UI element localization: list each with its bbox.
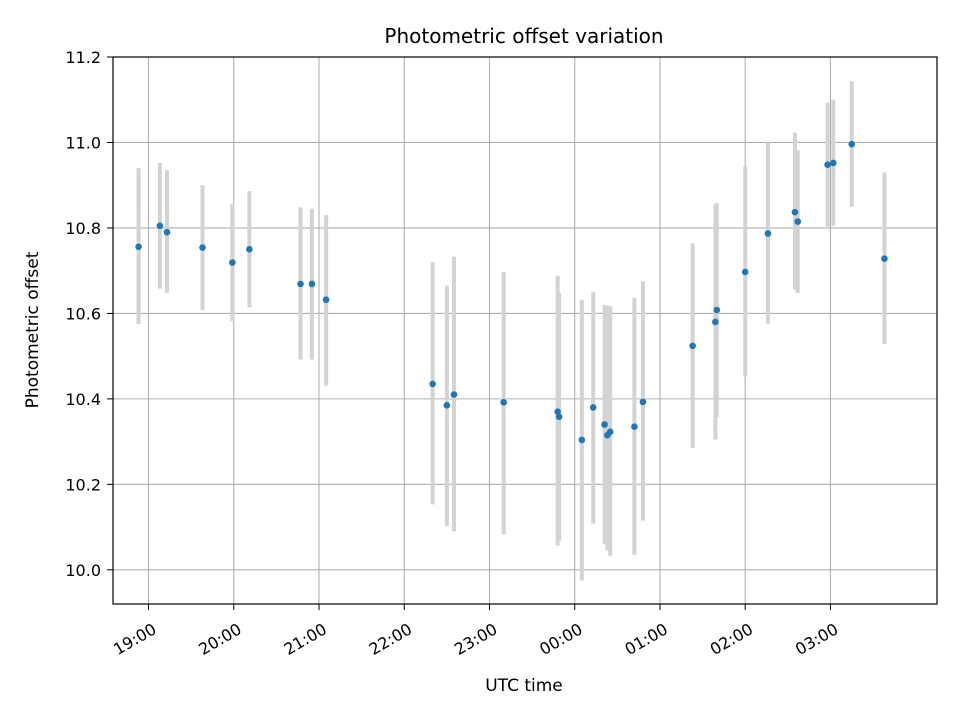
data-point bbox=[712, 318, 719, 326]
y-tick-label: 11.0 bbox=[65, 133, 101, 152]
data-point bbox=[229, 259, 236, 266]
data-point bbox=[791, 208, 799, 216]
data-point bbox=[156, 222, 164, 230]
data-point bbox=[848, 140, 856, 148]
data-point bbox=[639, 398, 647, 406]
plot-frame bbox=[112, 56, 938, 605]
data-point bbox=[824, 161, 831, 168]
data-point bbox=[429, 380, 436, 388]
data-point bbox=[881, 255, 888, 263]
data-point bbox=[246, 246, 253, 253]
data-point bbox=[829, 159, 837, 167]
y-tick-label: 10.2 bbox=[65, 475, 101, 494]
data-point bbox=[713, 306, 721, 314]
data-point bbox=[764, 230, 772, 237]
y-tick-label: 10.6 bbox=[65, 304, 101, 323]
data-point bbox=[589, 404, 597, 411]
data-point bbox=[163, 228, 171, 236]
y-tick-label: 10.8 bbox=[65, 219, 101, 238]
data-point bbox=[443, 401, 451, 409]
data-point bbox=[554, 408, 561, 415]
data-point bbox=[500, 398, 507, 406]
data-point bbox=[308, 280, 316, 288]
y-tick-label: 10.4 bbox=[65, 390, 101, 409]
data-point bbox=[297, 280, 304, 288]
x-axis-label: UTC time bbox=[485, 676, 563, 696]
chart-title: Photometric offset variation bbox=[384, 24, 663, 48]
data-point bbox=[794, 218, 802, 225]
data-point bbox=[689, 342, 696, 350]
data-point bbox=[135, 243, 142, 251]
data-point bbox=[450, 391, 458, 398]
data-point bbox=[578, 436, 586, 444]
data-point bbox=[555, 413, 563, 421]
data-point bbox=[631, 423, 638, 430]
data-point bbox=[741, 268, 749, 276]
data-point bbox=[322, 296, 330, 304]
y-tick-label: 10.0 bbox=[65, 561, 101, 580]
data-point bbox=[199, 244, 206, 251]
y-axis-ticks: 10.0 10.2 10.4 10.6 10.8 11.0 11.2 bbox=[65, 48, 113, 580]
data-points bbox=[135, 140, 888, 444]
data-point bbox=[601, 421, 608, 428]
y-axis-label: Photometric offset bbox=[23, 251, 43, 408]
data-point bbox=[606, 428, 614, 436]
y-tick-label: 11.2 bbox=[65, 48, 101, 67]
